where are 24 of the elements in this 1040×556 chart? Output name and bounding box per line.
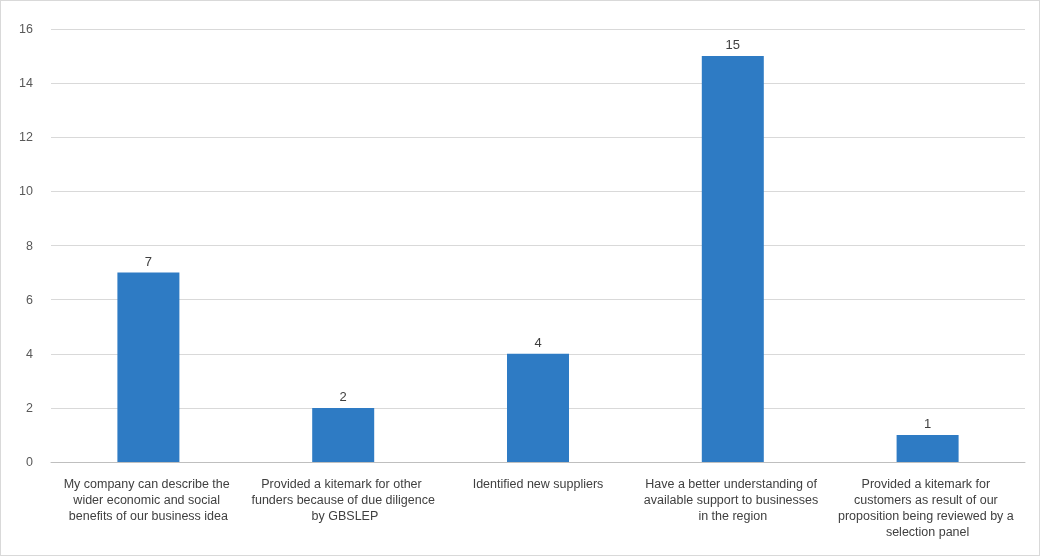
bar	[507, 353, 569, 462]
data-label: 15	[725, 37, 741, 53]
y-tick-label: 12	[19, 130, 34, 145]
y-tick-label: 6	[26, 292, 34, 307]
bar	[896, 434, 959, 462]
y-tick-label: 16	[19, 22, 34, 36]
x-tick-label: Provided a kitemark for other funders because of due diligence by GBSLEP	[251, 477, 435, 523]
x-tick-label: Provided a kitemark for customers as result of our proposition being reviewed by a selection panel	[837, 477, 1018, 539]
bar	[312, 407, 375, 462]
bar	[117, 272, 180, 462]
data-label: 7	[144, 253, 153, 269]
bar	[701, 56, 764, 462]
data-label: 2	[339, 388, 347, 404]
y-tick-label: 10	[19, 184, 34, 199]
y-tick-label: 0	[26, 455, 34, 469]
data-label: 1	[923, 415, 932, 431]
y-tick-label: 8	[26, 238, 34, 253]
x-tick-label: My company can describe the wider economic and social benefits of our business idea	[63, 477, 234, 523]
x-tick-label: Have a better understanding of available support to businesses in the region	[643, 477, 822, 523]
y-tick-label: 14	[19, 76, 34, 91]
x-tick-label: Identified new suppliers	[472, 477, 604, 491]
data-label: 4	[534, 334, 542, 350]
y-tick-label: 4	[26, 346, 34, 361]
y-tick-label: 2	[26, 400, 34, 415]
